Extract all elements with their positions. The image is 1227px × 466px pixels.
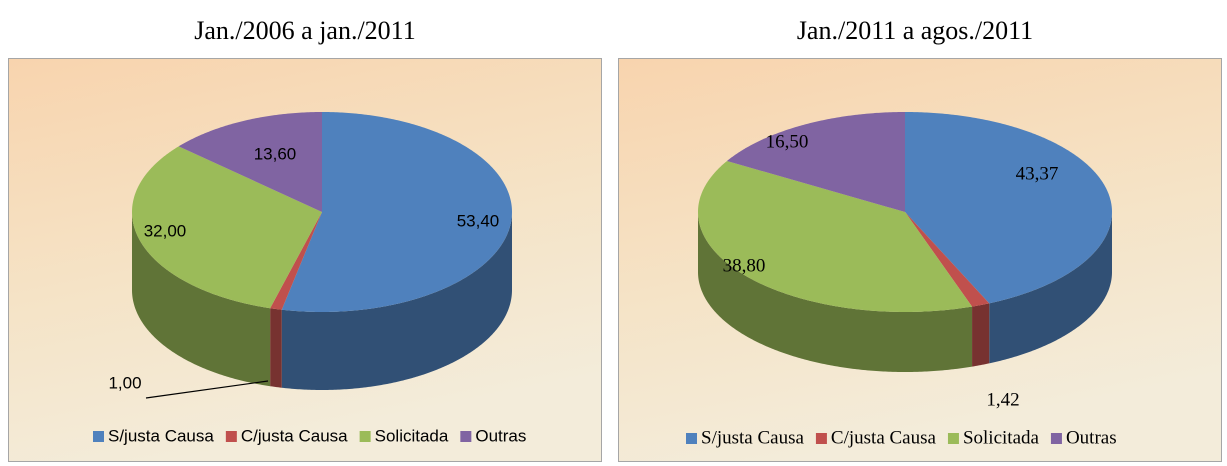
pie-slice <box>698 161 973 312</box>
legend-swatch <box>93 431 104 442</box>
legend-swatch <box>686 433 697 444</box>
pie-slice <box>281 112 512 312</box>
data-label: 16,50 <box>766 131 809 152</box>
legend-swatch <box>947 433 959 444</box>
pie-side <box>132 212 271 387</box>
legend-swatch <box>225 431 237 442</box>
legend-label: S/justa Causa <box>108 426 214 445</box>
pie-slice <box>905 212 990 307</box>
pie-side <box>281 212 512 390</box>
data-label: 1,42 <box>986 389 1019 410</box>
pie-side <box>270 308 282 388</box>
legend-label: S/justa Causa <box>701 427 804 448</box>
legend-swatch <box>359 431 371 442</box>
data-label: 38,80 <box>723 255 766 276</box>
legend-label: Solicitada <box>375 426 449 445</box>
data-label: 53,40 <box>457 211 500 230</box>
legend-label: C/justa Causa <box>241 426 348 445</box>
data-label: 13,60 <box>254 144 297 163</box>
legend-label: Outras <box>475 426 526 445</box>
legend-swatch <box>460 431 472 442</box>
pie-side <box>972 303 990 367</box>
legend-label: C/justa Causa <box>831 427 937 448</box>
pie-slice <box>132 146 322 309</box>
chart-title: Jan./2011 a agos./2011 <box>797 16 1033 45</box>
pie-slice <box>726 112 905 212</box>
pie-slice <box>905 112 1112 304</box>
pie-side <box>989 212 1112 364</box>
leader-line <box>145 380 269 399</box>
legend-label: Outras <box>1066 427 1117 448</box>
pie-slice <box>270 212 322 310</box>
data-label: 1,00 <box>108 373 141 392</box>
data-label: 32,00 <box>144 221 187 240</box>
legend-swatch <box>1050 433 1062 444</box>
pie-side <box>698 212 973 372</box>
pie-slice <box>178 112 322 212</box>
legend-label: Solicitada <box>963 427 1040 448</box>
chart-title: Jan./2006 a jan./2011 <box>194 16 415 45</box>
legend-swatch <box>815 433 827 444</box>
data-label: 43,37 <box>1016 163 1059 184</box>
